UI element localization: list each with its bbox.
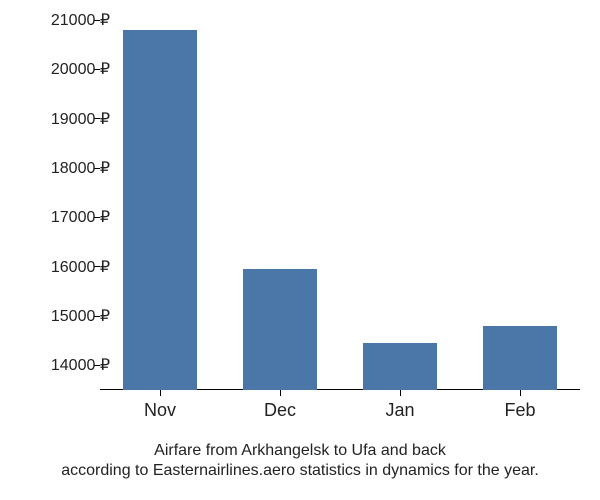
x-tick-mark — [400, 390, 401, 396]
y-tick-label: 14000 ₽ — [20, 355, 110, 375]
x-tick-mark — [280, 390, 281, 396]
x-tick-mark — [520, 390, 521, 396]
y-tick-label: 15000 ₽ — [20, 306, 110, 326]
y-tick-label: 18000 ₽ — [20, 158, 110, 178]
bar — [483, 326, 557, 390]
y-tick-label: 21000 ₽ — [20, 10, 110, 30]
x-tick-label: Feb — [504, 400, 535, 421]
x-tick-label: Nov — [144, 400, 176, 421]
bar — [363, 343, 437, 390]
x-tick-label: Jan — [385, 400, 414, 421]
chart-caption-line2: according to Easternairlines.aero statis… — [0, 462, 600, 480]
x-tick-label: Dec — [264, 400, 296, 421]
y-tick-label: 17000 ₽ — [20, 207, 110, 227]
bar — [243, 269, 317, 390]
plot-area — [100, 20, 580, 390]
y-tick-label: 19000 ₽ — [20, 109, 110, 129]
y-tick-label: 16000 ₽ — [20, 257, 110, 277]
x-tick-mark — [160, 390, 161, 396]
bar — [123, 30, 197, 390]
airfare-bar-chart: 14000 ₽ 15000 ₽ 16000 ₽ 17000 ₽ 18000 ₽ 19000… — [0, 0, 600, 500]
chart-caption-line1: Airfare from Arkhangelsk to Ufa and back — [0, 442, 600, 460]
y-tick-label: 20000 ₽ — [20, 59, 110, 79]
